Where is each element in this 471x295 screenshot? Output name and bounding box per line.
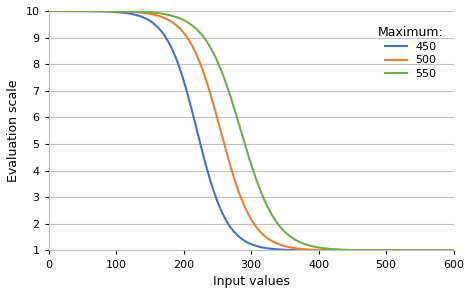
Legend: 450, 500, 550: 450, 500, 550 <box>374 21 448 83</box>
500 <box>243 206 248 210</box>
550 <box>439 249 445 252</box>
450 <box>451 249 456 252</box>
500 <box>365 249 370 252</box>
500 <box>232 178 237 182</box>
450 <box>365 249 370 252</box>
550 <box>365 248 370 252</box>
550 <box>232 108 237 112</box>
550 <box>451 249 456 252</box>
Y-axis label: Evaluation scale: Evaluation scale <box>7 79 20 182</box>
450 <box>66 9 72 13</box>
500 <box>451 249 456 252</box>
450 <box>232 231 237 234</box>
500 <box>439 249 445 252</box>
550 <box>66 9 72 13</box>
Line: 450: 450 <box>49 11 454 250</box>
450 <box>46 9 51 13</box>
500 <box>46 9 51 13</box>
Line: 550: 550 <box>49 11 454 250</box>
550 <box>439 249 445 252</box>
Line: 500: 500 <box>49 11 454 250</box>
500 <box>66 9 72 13</box>
450 <box>439 249 445 252</box>
550 <box>46 9 51 13</box>
X-axis label: Input values: Input values <box>212 275 290 288</box>
500 <box>439 249 445 252</box>
450 <box>243 240 248 243</box>
550 <box>243 144 248 148</box>
450 <box>439 249 445 252</box>
